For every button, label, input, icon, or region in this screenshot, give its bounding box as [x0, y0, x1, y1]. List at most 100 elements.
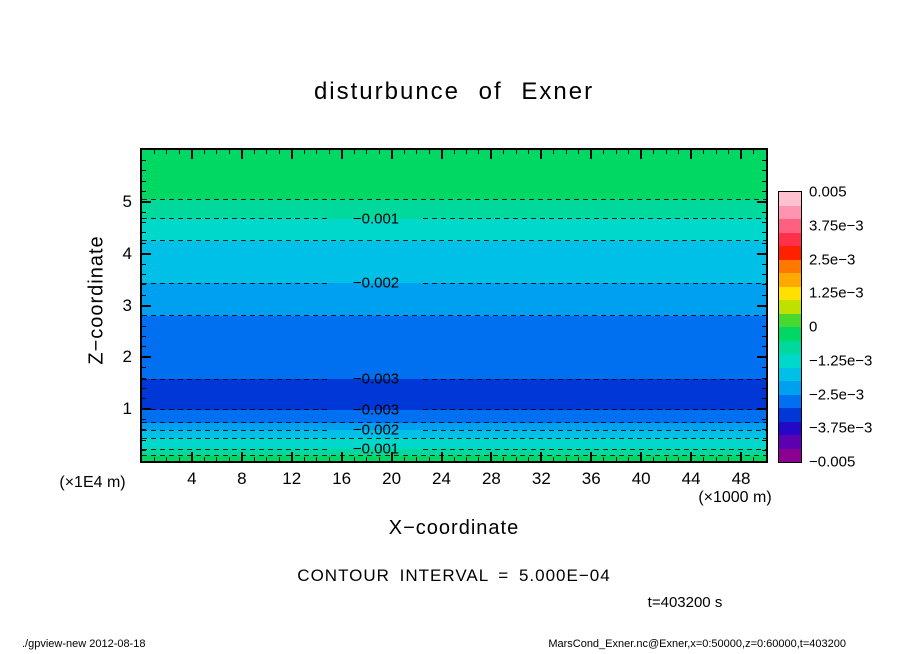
x-tick: [166, 150, 168, 154]
x-tick: [615, 457, 617, 461]
contour-interval-note: CONTOUR INTERVAL = 5.000E−04: [297, 566, 611, 585]
y-tick: [762, 377, 766, 379]
y-tick: [142, 398, 146, 400]
y-tick: [762, 294, 766, 296]
colorbar-segment: [779, 367, 801, 382]
x-tick: [478, 150, 480, 154]
x-tick: [178, 150, 180, 154]
x-tick-label: 4: [187, 469, 197, 488]
x-tick: [490, 150, 493, 159]
x-tick: [565, 457, 567, 461]
x-tick: [340, 452, 343, 461]
y-tick: [142, 263, 146, 265]
colorbar-label: −3.75e−3: [809, 419, 873, 437]
y-tick: [142, 315, 146, 317]
x-tick: [665, 150, 667, 154]
contour-line: [422, 282, 766, 284]
x-tick-label: 40: [631, 469, 651, 488]
x-tick: [390, 452, 393, 461]
colorbar-segment: [779, 205, 801, 220]
x-tick: [190, 150, 193, 159]
colorbar-segment: [779, 394, 801, 409]
x-tick: [253, 150, 255, 154]
x-axis-label: X−coordinate: [388, 517, 520, 539]
y-tick: [762, 346, 766, 348]
y-tick: [142, 190, 146, 192]
y-tick: [142, 252, 151, 255]
x-tick: [266, 150, 268, 154]
colorbar-segment: [779, 300, 801, 314]
x-tick: [565, 150, 567, 154]
x-tick: [440, 452, 443, 461]
contour-line: [422, 378, 766, 380]
x-tick: [166, 457, 168, 461]
x-tick: [503, 457, 505, 461]
plot-inner: −0.001 −0.002 −0.003 −0.003 −0.002 −0.001: [142, 150, 766, 461]
x-tick: [640, 452, 643, 461]
contour-band: [142, 315, 766, 380]
contour-label: −0.002: [352, 421, 400, 439]
x-tick: [465, 150, 467, 154]
x-tick: [403, 457, 405, 461]
x-tick-label: 20: [382, 469, 402, 488]
x-tick: [490, 452, 493, 461]
colorbar-segment: [779, 448, 801, 462]
contour-label: −0.003: [352, 401, 400, 419]
contour-line: [142, 282, 330, 284]
x-tick: [553, 457, 555, 461]
x-tick: [416, 150, 418, 154]
y-axis-unit: (×1E4 m): [59, 474, 126, 491]
x-tick: [366, 150, 368, 154]
x-tick: [328, 150, 330, 154]
colorbar-segment: [779, 408, 801, 422]
x-tick-label: 32: [531, 469, 551, 488]
x-tick: [178, 457, 180, 461]
y-tick: [757, 408, 766, 411]
contour-line: [142, 422, 766, 424]
y-tick: [142, 429, 146, 431]
contour-band: [142, 199, 766, 220]
x-tick: [353, 150, 355, 154]
footer-command: ./gpview-new 2012-08-18: [22, 638, 146, 650]
x-tick: [628, 457, 630, 461]
y-tick: [762, 429, 766, 431]
plot-area: −0.001 −0.002 −0.003 −0.003 −0.002 −0.001: [140, 148, 768, 463]
y-tick: [757, 356, 766, 359]
x-tick: [416, 457, 418, 461]
x-tick: [440, 150, 443, 159]
y-tick-label: 3: [122, 295, 132, 315]
y-tick: [762, 159, 766, 161]
contour-label: −0.002: [352, 274, 400, 292]
contour-line: [422, 429, 766, 431]
colorbar-label: 2.5e−3: [809, 251, 856, 268]
contour-line: [142, 198, 766, 200]
colorbar-label: −1.25e−3: [809, 352, 873, 370]
x-tick: [478, 457, 480, 461]
colorbar-label: 1.25e−3: [809, 284, 864, 302]
y-tick: [142, 346, 146, 348]
x-tick: [428, 457, 430, 461]
contour-line: [142, 378, 330, 380]
colorbar: [778, 191, 802, 463]
x-tick: [378, 457, 380, 461]
x-tick: [303, 150, 305, 154]
contour-line: [142, 315, 766, 317]
y-tick: [142, 336, 146, 338]
contour-line: [142, 455, 766, 457]
x-tick: [503, 150, 505, 154]
y-tick-label: 4: [122, 243, 132, 263]
x-tick: [515, 150, 517, 154]
x-tick: [715, 457, 717, 461]
x-tick: [240, 452, 243, 461]
x-tick: [316, 150, 318, 154]
x-tick: [278, 150, 280, 154]
x-tick: [653, 150, 655, 154]
colorbar-label: 0: [809, 318, 818, 336]
colorbar-segment: [779, 219, 801, 233]
colorbar-segment: [779, 381, 801, 395]
contour-band: [142, 150, 766, 200]
x-tick: [753, 150, 755, 154]
contour-line: [422, 409, 766, 411]
contour-line: [422, 218, 766, 220]
y-tick: [142, 419, 146, 421]
